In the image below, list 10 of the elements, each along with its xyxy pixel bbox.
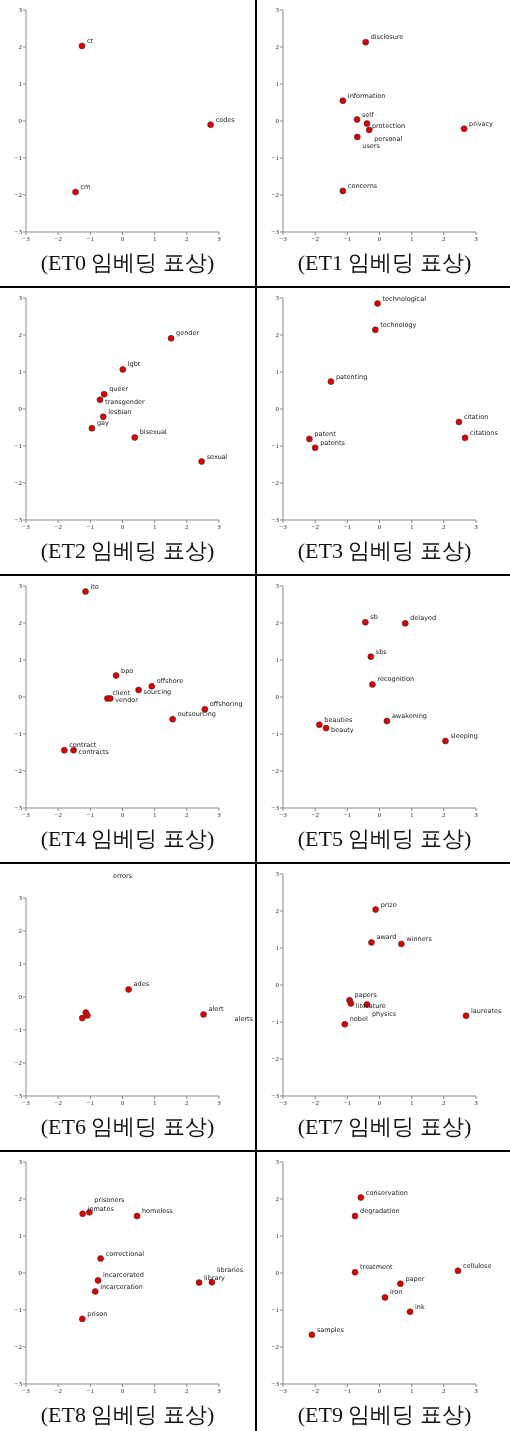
text: (ET8 임베딩 표상) bbox=[39, 1401, 216, 1429]
text: (ET2 임베딩 표상) bbox=[39, 537, 216, 565]
text: (ET6 임베딩 표상) bbox=[39, 1113, 216, 1141]
text: (ET9 임베딩 표상) bbox=[296, 1401, 473, 1429]
text: (ET1 임베딩 표상) bbox=[296, 249, 473, 277]
text: (ET5 임베딩 표상) bbox=[296, 825, 473, 853]
text: (ET7 임베딩 표상) bbox=[296, 1113, 473, 1141]
text: (ET4 임베딩 표상) bbox=[39, 825, 216, 853]
text: (ET3 임베딩 표상) bbox=[296, 537, 473, 565]
text: (ET0 임베딩 표상) bbox=[39, 249, 216, 277]
